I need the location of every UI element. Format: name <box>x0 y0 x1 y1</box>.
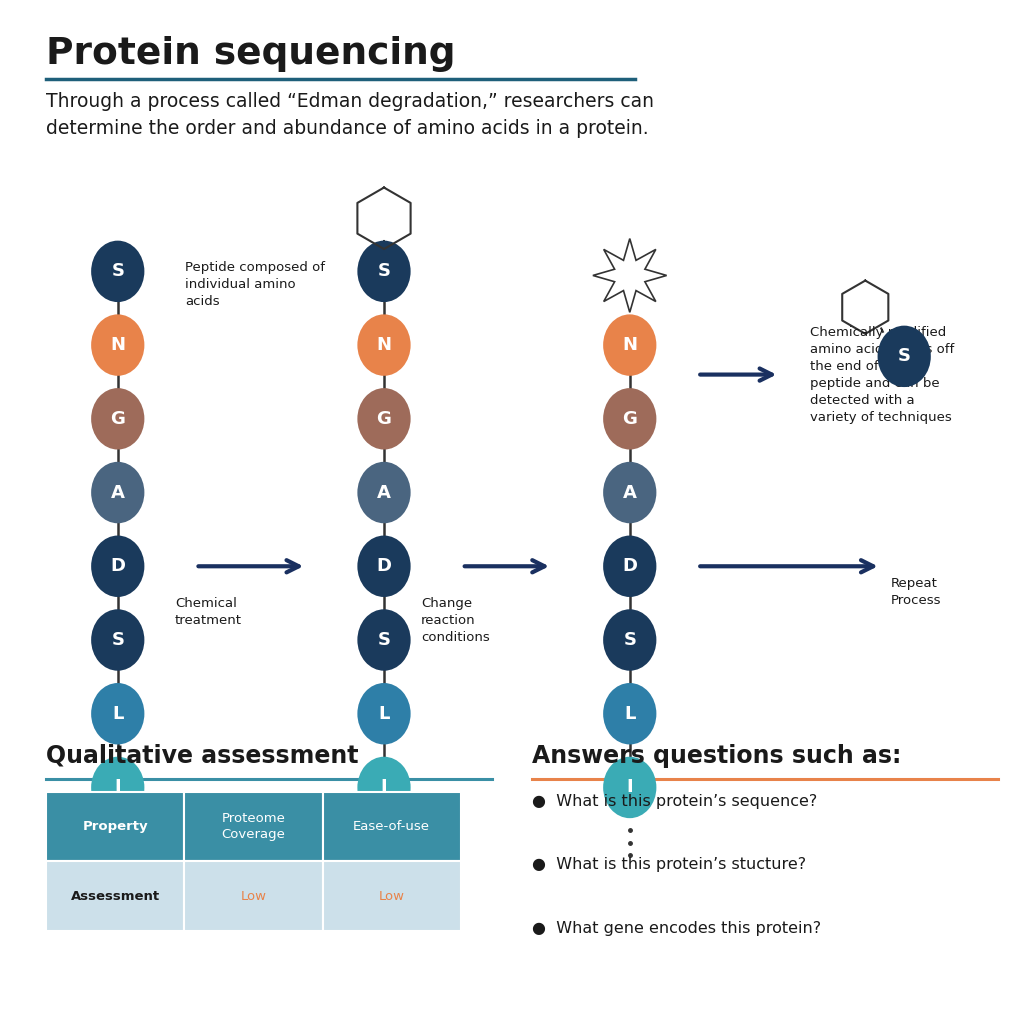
Ellipse shape <box>357 683 411 744</box>
FancyBboxPatch shape <box>46 792 184 861</box>
Text: L: L <box>624 705 636 723</box>
Text: N: N <box>377 336 391 354</box>
FancyBboxPatch shape <box>184 792 323 861</box>
Text: I: I <box>627 778 633 797</box>
Ellipse shape <box>357 462 411 523</box>
Text: G: G <box>111 410 125 428</box>
Ellipse shape <box>603 609 656 671</box>
Text: ●  What gene encodes this protein?: ● What gene encodes this protein? <box>532 921 821 936</box>
Text: Low: Low <box>241 890 266 902</box>
Text: I: I <box>381 778 387 797</box>
Ellipse shape <box>603 314 656 376</box>
Ellipse shape <box>603 462 656 523</box>
Text: N: N <box>623 336 637 354</box>
FancyBboxPatch shape <box>46 861 184 931</box>
Ellipse shape <box>357 388 411 450</box>
Text: Chemical
treatment: Chemical treatment <box>175 597 242 627</box>
Text: G: G <box>623 410 637 428</box>
Ellipse shape <box>357 314 411 376</box>
Text: Protein sequencing: Protein sequencing <box>46 36 456 72</box>
Ellipse shape <box>91 757 144 818</box>
Text: Property: Property <box>82 820 148 833</box>
Text: Low: Low <box>379 890 404 902</box>
Ellipse shape <box>357 757 411 818</box>
Ellipse shape <box>91 683 144 744</box>
Text: D: D <box>377 557 391 575</box>
Ellipse shape <box>603 683 656 744</box>
Ellipse shape <box>603 757 656 818</box>
Text: S: S <box>378 262 390 281</box>
Text: I: I <box>115 778 121 797</box>
Text: L: L <box>112 705 124 723</box>
Text: A: A <box>377 483 391 502</box>
Text: A: A <box>623 483 637 502</box>
FancyBboxPatch shape <box>323 861 461 931</box>
FancyBboxPatch shape <box>323 792 461 861</box>
Ellipse shape <box>357 241 411 302</box>
Text: Answers questions such as:: Answers questions such as: <box>532 744 902 768</box>
Ellipse shape <box>91 536 144 597</box>
Text: Peptide composed of
individual amino
acids: Peptide composed of individual amino aci… <box>185 261 326 308</box>
Ellipse shape <box>91 462 144 523</box>
Text: L: L <box>378 705 390 723</box>
Ellipse shape <box>91 609 144 671</box>
Text: S: S <box>112 262 124 281</box>
Text: Ease-of-use: Ease-of-use <box>353 820 430 833</box>
Ellipse shape <box>878 326 931 387</box>
Ellipse shape <box>603 536 656 597</box>
Text: D: D <box>623 557 637 575</box>
Text: Proteome
Coverage: Proteome Coverage <box>221 812 286 841</box>
Text: G: G <box>377 410 391 428</box>
Text: Qualitative assessment: Qualitative assessment <box>46 744 358 768</box>
Ellipse shape <box>91 388 144 450</box>
Ellipse shape <box>357 536 411 597</box>
Ellipse shape <box>603 388 656 450</box>
Text: ●  What is this protein’s sequence?: ● What is this protein’s sequence? <box>532 794 818 809</box>
Text: A: A <box>111 483 125 502</box>
Text: S: S <box>624 631 636 649</box>
Text: D: D <box>111 557 125 575</box>
Ellipse shape <box>357 609 411 671</box>
Text: Chemically modified
amino acid breaks off
the end of the
peptide and can be
dete: Chemically modified amino acid breaks of… <box>810 326 954 424</box>
Text: S: S <box>378 631 390 649</box>
Text: Assessment: Assessment <box>71 890 160 902</box>
Polygon shape <box>593 239 667 312</box>
Text: N: N <box>111 336 125 354</box>
Text: Repeat
Process: Repeat Process <box>891 577 941 606</box>
Text: Change
reaction
conditions: Change reaction conditions <box>421 597 489 644</box>
FancyBboxPatch shape <box>184 861 323 931</box>
Text: S: S <box>898 347 910 366</box>
Ellipse shape <box>91 314 144 376</box>
Text: S: S <box>112 631 124 649</box>
Text: ●  What is this protein’s stucture?: ● What is this protein’s stucture? <box>532 857 807 872</box>
Ellipse shape <box>91 241 144 302</box>
Text: Through a process called “Edman degradation,” researchers can
determine the orde: Through a process called “Edman degradat… <box>46 92 654 137</box>
